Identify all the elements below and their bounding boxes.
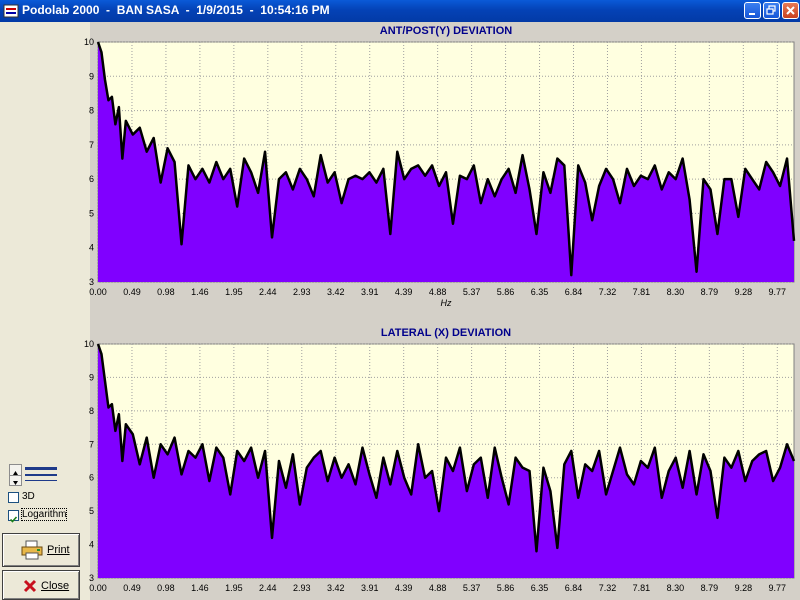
x-tick-label: 9.77 [769, 583, 787, 593]
spin-up-button[interactable] [10, 465, 21, 476]
x-tick-label: 6.84 [565, 583, 583, 593]
x-tick-label: 2.93 [293, 287, 311, 297]
x-tick-label: 8.30 [667, 583, 685, 593]
chart-title: LATERAL (X) DEVIATION [381, 327, 511, 339]
maximize-button[interactable] [763, 2, 780, 19]
window-title: Podolab 2000 - BAN SASA - 1/9/2015 - 10:… [22, 3, 330, 17]
x-tick-label: 4.39 [395, 287, 413, 297]
series-area [98, 42, 794, 282]
x-tick-label: 2.44 [259, 287, 277, 297]
series-line [96, 343, 796, 553]
close-button[interactable]: Close [2, 570, 80, 600]
close-icon [786, 6, 795, 15]
minimize-icon [749, 13, 755, 15]
close-window-button[interactable] [782, 2, 799, 19]
x-tick-label: 5.86 [497, 583, 515, 593]
arrow-up-icon [13, 471, 18, 475]
x-tick-label: 8.79 [701, 583, 719, 593]
x-tick-label: 5.37 [463, 583, 481, 593]
title-bar[interactable]: Podolab 2000 - BAN SASA - 1/9/2015 - 10:… [0, 0, 800, 22]
x-tick-label: 3.91 [361, 287, 379, 297]
x-tick-label: 9.77 [769, 287, 787, 297]
print-button[interactable]: Print [2, 533, 80, 567]
x-tick-label: 8.79 [701, 287, 719, 297]
y-tick-label: 7 [89, 439, 94, 449]
app-icon [3, 4, 19, 18]
y-tick-label: 7 [89, 140, 94, 150]
x-tick-label: 9.28 [735, 287, 753, 297]
x-tick-label: 7.32 [599, 287, 617, 297]
minimize-button[interactable] [744, 2, 761, 19]
spin-down-button[interactable] [10, 475, 21, 485]
series-line [96, 41, 796, 277]
x-tick-label: 8.30 [667, 287, 685, 297]
x-tick-label: 7.81 [633, 287, 651, 297]
x-tick-label: 5.37 [463, 287, 481, 297]
x-tick-label: 6.84 [565, 287, 583, 297]
chart-title: ANT/POST(Y) DEVIATION [380, 25, 512, 37]
x-tick-label: 0.49 [123, 583, 141, 593]
x-tick-label: 0.00 [89, 287, 107, 297]
y-tick-label: 10 [84, 37, 94, 47]
arrow-down-icon [13, 481, 18, 485]
x-tick-label: 0.49 [123, 287, 141, 297]
x-tick-label: 4.88 [429, 583, 447, 593]
x-tick-label: 0.98 [157, 287, 175, 297]
checkbox-logarithm-label: Logarithm [20, 508, 68, 521]
y-tick-label: 4 [89, 243, 94, 253]
y-tick-label: 10 [84, 339, 94, 349]
y-tick-label: 6 [89, 174, 94, 184]
y-tick-label: 3 [89, 573, 94, 583]
print-label: Print [47, 544, 70, 556]
x-axis-label: Hz [441, 298, 452, 308]
close-label: Close [41, 580, 70, 592]
x-tick-label: 0.00 [89, 583, 107, 593]
checkmark-icon [9, 516, 18, 523]
y-tick-label: 3 [89, 277, 94, 287]
chart-lateral: LATERAL (X) DEVIATION 0.00 0.49 0.98 1.46 1.9… [84, 327, 796, 593]
x-tick-label: 2.44 [259, 583, 277, 593]
y-tick-label: 5 [89, 506, 94, 516]
x-tick-label: 9.28 [735, 583, 753, 593]
x-tick-label: 1.95 [225, 287, 243, 297]
x-tick-label: 4.88 [429, 287, 447, 297]
x-tick-label: 3.42 [327, 583, 345, 593]
y-tick-label: 9 [89, 372, 94, 382]
restore-icon [766, 5, 776, 15]
line-width-spinner[interactable] [9, 464, 22, 486]
x-tick-label: 1.46 [191, 287, 209, 297]
y-tick-label: 6 [89, 473, 94, 483]
checkbox-logarithm[interactable] [8, 510, 19, 523]
printer-icon [21, 540, 43, 560]
x-tick-label: 0.98 [157, 583, 175, 593]
y-tick-label: 8 [89, 106, 94, 116]
chart-ant-post: ANT/POST(Y) DEVIATION 0.00 0.49 0.98 1.46 1.9… [84, 25, 796, 308]
x-tick-label: 4.39 [395, 583, 413, 593]
charts-area: ANT/POST(Y) DEVIATION 0.00 0.49 0.98 1.46 1.9… [84, 25, 796, 593]
x-tick-label: 6.35 [531, 583, 549, 593]
y-tick-label: 4 [89, 540, 94, 550]
x-tick-label: 5.86 [497, 287, 515, 297]
y-tick-label: 9 [89, 71, 94, 81]
y-tick-label: 5 [89, 208, 94, 218]
line-style-icon[interactable] [24, 464, 58, 486]
x-tick-label: 7.81 [633, 583, 651, 593]
y-tick-label: 8 [89, 406, 94, 416]
x-tick-label: 3.42 [327, 287, 345, 297]
x-tick-label: 1.95 [225, 583, 243, 593]
x-tick-label: 7.32 [599, 583, 617, 593]
x-tick-label: 1.46 [191, 583, 209, 593]
x-tick-label: 2.93 [293, 583, 311, 593]
x-tick-label: 3.91 [361, 583, 379, 593]
checkbox-3d-label: 3D [22, 491, 35, 502]
checkbox-3d[interactable] [8, 492, 19, 503]
x-tick-label: 6.35 [531, 287, 549, 297]
x-icon [23, 579, 37, 593]
control-panel [0, 22, 90, 600]
